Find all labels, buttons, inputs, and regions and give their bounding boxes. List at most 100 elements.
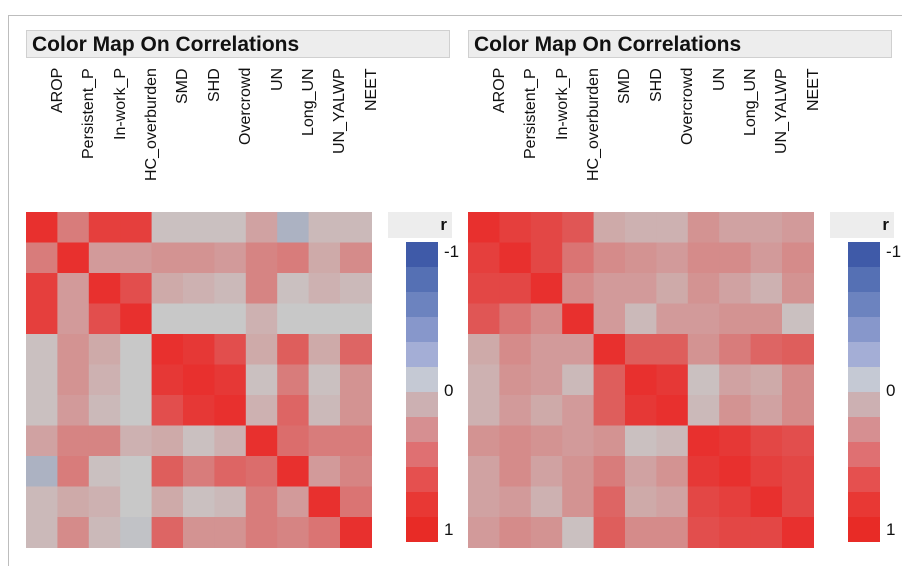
heatmap-cell <box>308 334 341 366</box>
heatmap-cell <box>245 425 278 457</box>
column-label: NEET <box>804 68 822 111</box>
heatmap-cell <box>183 303 215 335</box>
heatmap-cell <box>656 273 689 305</box>
heatmap-cell <box>183 517 215 548</box>
legend-swatch <box>848 492 880 517</box>
heatmap-cell <box>151 364 184 396</box>
heatmap-cell <box>593 395 626 427</box>
heatmap-cell <box>530 212 563 244</box>
correlation-panel-left: Color Map On Correlations AROP Persistent… <box>26 30 459 550</box>
heatmap-cell <box>88 303 121 335</box>
heatmap-cell <box>625 364 657 396</box>
heatmap-cell <box>530 517 563 548</box>
heatmap-cell <box>214 486 247 518</box>
legend-swatch <box>848 467 880 492</box>
heatmap-cell <box>245 456 278 488</box>
legend-swatch <box>848 442 880 467</box>
column-label: Persistent_P <box>522 68 540 159</box>
column-label: AROP <box>490 67 508 113</box>
legend-tick-label: 0 <box>886 381 896 400</box>
heatmap-cell <box>782 395 814 427</box>
heatmap-cell <box>26 242 58 274</box>
heatmap-cell <box>245 303 278 335</box>
frame-line-left <box>8 15 9 566</box>
heatmap-cell <box>719 334 752 366</box>
heatmap-cell <box>277 456 310 488</box>
heatmap-cell <box>88 517 121 548</box>
heatmap-cell <box>151 273 184 305</box>
heatmap-cell <box>277 242 310 274</box>
column-label: Persistent_P <box>80 68 98 159</box>
heatmap-cell <box>214 303 247 335</box>
heatmap-cell <box>625 334 657 366</box>
heatmap-cell <box>625 395 657 427</box>
heatmap-cell <box>499 395 532 427</box>
heatmap-cell <box>782 456 814 488</box>
heatmap-cell <box>88 486 121 518</box>
heatmap-cell <box>57 273 90 305</box>
heatmap-cell <box>687 212 720 244</box>
heatmap-cell <box>57 456 90 488</box>
heatmap-cell <box>593 517 626 548</box>
heatmap-cell <box>625 303 657 335</box>
heatmap-cell <box>214 334 247 366</box>
heatmap-cell <box>308 486 341 518</box>
heatmap-cell <box>593 273 626 305</box>
heatmap-cell <box>625 425 657 457</box>
heatmap-cell <box>468 273 500 305</box>
heatmap-cell <box>214 242 247 274</box>
heatmap-cell <box>719 486 752 518</box>
heatmap-cell <box>593 212 626 244</box>
heatmap <box>26 212 372 548</box>
heatmap-cell <box>277 303 310 335</box>
heatmap-cell <box>308 273 341 305</box>
legend-swatch <box>848 317 880 342</box>
heatmap-cell <box>245 334 278 366</box>
legend-swatch <box>848 342 880 367</box>
heatmap-cell <box>88 456 121 488</box>
column-label: In-work_P <box>553 67 571 140</box>
column-label: In-work_P <box>111 67 129 140</box>
legend-tick-label: 0 <box>444 381 454 400</box>
heatmap-cell <box>656 456 689 488</box>
heatmap-cell <box>782 517 814 548</box>
heatmap-cell <box>245 517 278 548</box>
heatmap-cell <box>530 334 563 366</box>
heatmap-cell <box>530 425 563 457</box>
heatmap-cell <box>340 486 372 518</box>
heatmap-cell <box>151 425 184 457</box>
legend-swatch <box>406 492 438 517</box>
heatmap-cell <box>687 395 720 427</box>
heatmap-cell <box>340 395 372 427</box>
heatmap-cell <box>468 456 500 488</box>
heatmap-cell <box>26 395 58 427</box>
heatmap-cell <box>120 273 153 305</box>
column-label: UN_YALWP <box>331 68 349 154</box>
heatmap-cell <box>57 395 90 427</box>
heatmap-cell <box>750 456 783 488</box>
panel-title: Color Map On Correlations <box>26 30 450 58</box>
heatmap-cell <box>183 273 215 305</box>
heatmap-cell <box>120 395 153 427</box>
heatmap-cell <box>120 364 153 396</box>
heatmap-cell <box>151 242 184 274</box>
heatmap <box>468 212 814 548</box>
heatmap-cell <box>88 334 121 366</box>
heatmap-cell <box>340 212 372 244</box>
heatmap-cell <box>183 242 215 274</box>
heatmap-cell <box>308 242 341 274</box>
heatmap-cell <box>120 303 153 335</box>
heatmap-cell <box>530 364 563 396</box>
heatmap-cell <box>750 303 783 335</box>
heatmap-cell <box>26 517 58 548</box>
heatmap-cell <box>151 212 184 244</box>
heatmap-cell <box>151 456 184 488</box>
panel-title: Color Map On Correlations <box>468 30 892 58</box>
heatmap-cell <box>468 334 500 366</box>
heatmap-cell <box>468 242 500 274</box>
heatmap-cell <box>656 517 689 548</box>
heatmap-cell <box>593 364 626 396</box>
heatmap-cell <box>277 517 310 548</box>
legend-title: r <box>440 215 447 234</box>
heatmap-cell <box>183 486 215 518</box>
